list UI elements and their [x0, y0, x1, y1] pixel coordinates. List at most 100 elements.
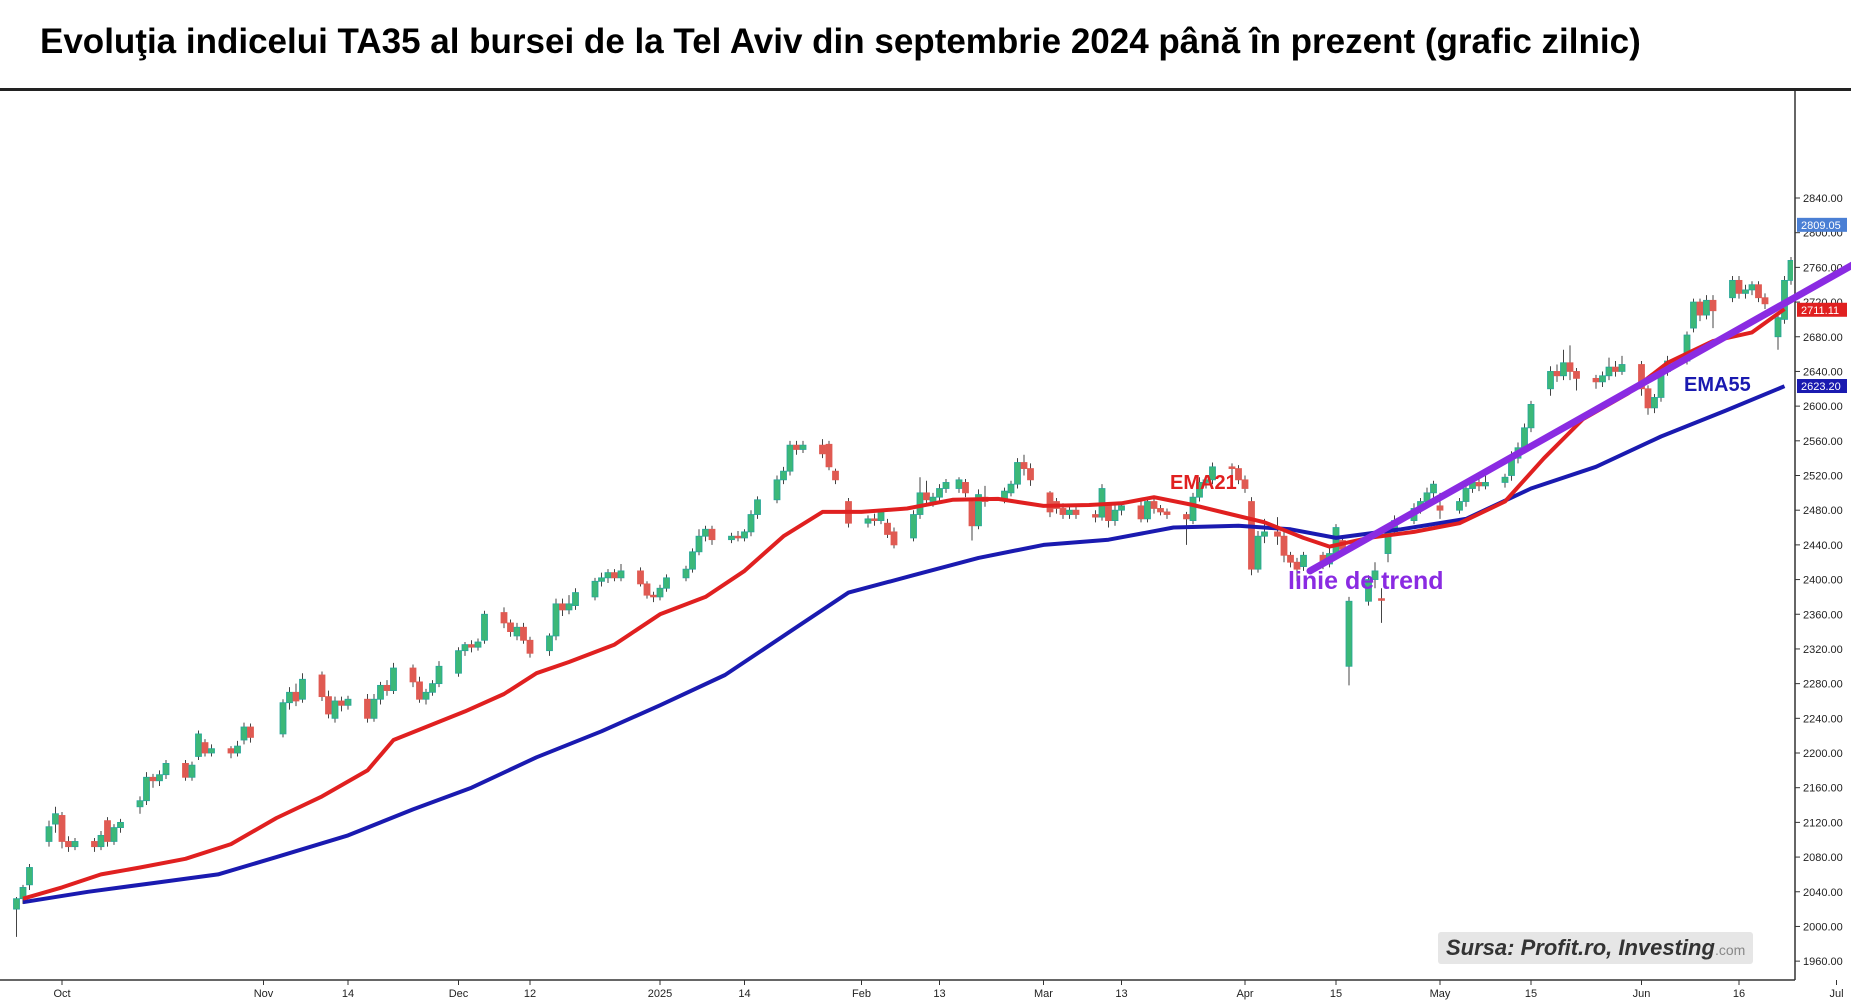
candle-down: [1228, 466, 1236, 469]
candle-up: [1742, 289, 1749, 294]
candle-up: [799, 444, 807, 450]
candle-up: [240, 726, 248, 741]
candle-up: [461, 644, 469, 652]
candle-down: [1644, 388, 1652, 409]
candle-down: [1761, 297, 1769, 305]
candle-down: [1150, 501, 1158, 509]
y-tick-label: 2440.00: [1803, 540, 1843, 552]
candle-down: [1553, 371, 1561, 377]
candle-up: [1748, 284, 1756, 291]
x-tick-label: 13: [933, 988, 945, 1000]
candle-down: [968, 501, 976, 527]
candle-down: [1027, 468, 1034, 481]
price-tag-ema21: [1797, 302, 1847, 317]
annotation-ema21: EMA21: [1170, 472, 1237, 494]
price-tag-label-last: 2809.05: [1801, 220, 1841, 232]
candle-up: [591, 580, 599, 598]
candle-down: [1287, 554, 1294, 563]
candle-up: [370, 698, 378, 719]
candle-down: [1638, 364, 1645, 390]
x-tick-label: Jul: [1829, 988, 1843, 1000]
candle-down: [1072, 509, 1080, 515]
candle-down: [1157, 508, 1164, 513]
candle-down: [1183, 514, 1190, 520]
candle-down: [227, 748, 235, 754]
candle-down: [507, 622, 514, 632]
candle-up: [286, 691, 293, 704]
y-tick-label: 2400.00: [1803, 575, 1843, 587]
candle-up: [598, 577, 605, 582]
candle-down: [1092, 514, 1099, 518]
source-suffix: .com: [1714, 942, 1746, 958]
candle-down: [409, 667, 417, 683]
candle-up: [1547, 371, 1554, 390]
candle-down: [1573, 371, 1580, 379]
candle-down: [793, 444, 800, 450]
candle-down: [1059, 508, 1067, 515]
candle-down: [318, 674, 326, 698]
candle-up: [663, 577, 670, 589]
candle-up: [1254, 535, 1262, 570]
candle-down: [1163, 511, 1171, 515]
y-tick-label: 2000.00: [1803, 921, 1843, 933]
candle-up: [1209, 466, 1216, 481]
y-tick-label: 2760.00: [1803, 262, 1843, 274]
y-tick-label: 2680.00: [1803, 332, 1843, 344]
candle-down: [1436, 505, 1444, 511]
candle-up: [234, 745, 241, 754]
candle-up: [136, 800, 144, 808]
x-tick-label: 15: [1525, 988, 1537, 1000]
candle-down: [149, 776, 157, 782]
candle-up: [1618, 364, 1626, 372]
candle-down: [1248, 501, 1255, 570]
candle-down: [104, 820, 111, 842]
candle-down: [182, 763, 189, 778]
y-tick-label: 2240.00: [1803, 713, 1843, 725]
candle-up: [45, 826, 53, 842]
candle-up: [1196, 482, 1203, 498]
candle-down: [1241, 479, 1249, 489]
candle-up: [780, 470, 787, 481]
candle-up: [910, 514, 917, 539]
y-tick-label: 2120.00: [1803, 817, 1843, 829]
price-tag-ema55: [1797, 379, 1847, 394]
candle-up: [1202, 479, 1210, 483]
candle-up: [1345, 600, 1353, 667]
candle-up: [572, 592, 579, 606]
candle-down: [468, 644, 475, 648]
candle-down: [1378, 598, 1385, 601]
y-tick-label: 2360.00: [1803, 609, 1843, 621]
candle-down: [500, 612, 508, 624]
title-divider: [0, 88, 1851, 91]
candle-down: [201, 742, 209, 754]
candle-up: [188, 764, 196, 778]
x-tick-label: 14: [738, 988, 750, 1000]
candle-up: [13, 898, 20, 910]
candle-down: [1137, 505, 1145, 520]
y-tick-label: 2840.00: [1803, 193, 1843, 205]
candle-up: [455, 650, 462, 674]
candle-down: [520, 626, 527, 641]
candle-up: [728, 535, 735, 541]
x-tick-label: Dec: [449, 988, 469, 1000]
candle-up: [773, 479, 781, 501]
candle-up: [1651, 397, 1658, 409]
candle-up: [156, 774, 163, 782]
candle-up: [1456, 501, 1463, 511]
candle-down: [1696, 301, 1704, 316]
candle-down: [819, 444, 826, 455]
price-chart[interactable]: 1960.00 2000.00 2040.00 2080.00 2120.00 2160.…: [0, 91, 1851, 1005]
candle-up: [604, 572, 612, 579]
candle-up: [344, 698, 352, 706]
candle-down: [1046, 492, 1054, 513]
candle-up: [52, 813, 59, 825]
candle-down: [247, 726, 254, 738]
y-tick-label: 2480.00: [1803, 505, 1843, 517]
candle-up: [331, 700, 339, 719]
candle-up: [975, 494, 982, 527]
candle-up: [1787, 260, 1793, 281]
annotation-ema55: EMA55: [1684, 374, 1751, 396]
candle-down: [1592, 377, 1600, 383]
candle-down: [637, 570, 644, 585]
candle-up: [656, 587, 664, 598]
